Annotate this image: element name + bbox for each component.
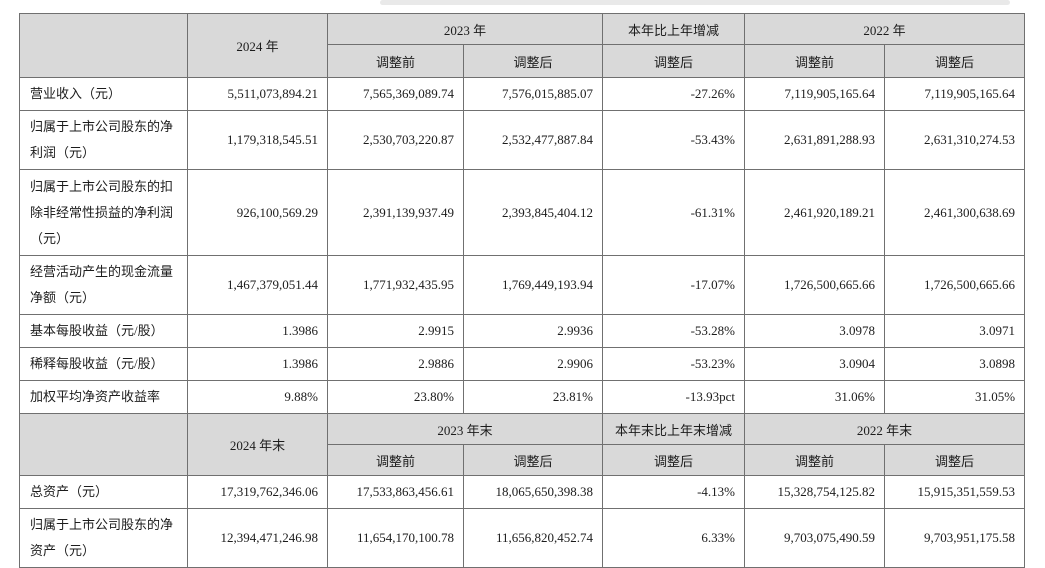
value-2022-post: 1,726,500,665.66	[884, 255, 1026, 315]
section1-header-year-2022: 2022 年	[744, 13, 1026, 45]
section1-header-year-2024: 2024 年	[187, 13, 328, 78]
value-2022-pre: 3.0904	[744, 347, 886, 381]
row-label: 基本每股收益（元/股）	[19, 314, 188, 348]
section1-subheader-change-post: 调整后	[602, 44, 746, 78]
value-2022-post: 9,703,951,175.58	[884, 508, 1026, 568]
section2-header-row-1: 2024 年末 2023 年末 本年末比上年末增减 2022 年末	[19, 413, 1026, 476]
row-label: 稀释每股收益（元/股）	[19, 347, 188, 381]
table-row-revenue: 营业收入（元） 5,511,073,894.21 7,565,369,089.7…	[19, 77, 1026, 111]
value-2022-post: 7,119,905,165.64	[884, 77, 1026, 111]
row-label: 归属于上市公司股东的净利润（元）	[19, 110, 188, 170]
section2-header-change: 本年末比上年末增减	[602, 413, 746, 445]
value-2023-pre: 11,654,170,100.78	[327, 508, 464, 568]
value-2022-post: 2,461,300,638.69	[884, 169, 1026, 256]
value-2024: 5,511,073,894.21	[187, 77, 328, 111]
section1-header-row-1: 2024 年 2023 年 本年比上年增减 2022 年	[19, 13, 1026, 78]
value-2022-pre: 9,703,075,490.59	[744, 508, 886, 568]
section1-header-row-2: 调整前 调整后 调整后 调整前 调整后	[20, 44, 1026, 78]
value-2022-pre: 31.06%	[744, 380, 886, 414]
table-row-diluted-eps: 稀释每股收益（元/股） 1.3986 2.9886 2.9906 -53.23%…	[19, 347, 1026, 381]
value-2022-pre: 2,631,891,288.93	[744, 110, 886, 170]
value-2023-pre: 2.9886	[327, 347, 464, 381]
section1-header-year-2023: 2023 年	[326, 13, 604, 45]
value-change: -53.28%	[602, 314, 746, 348]
top-divider-strip	[380, 0, 1010, 5]
row-label: 经营活动产生的现金流量净额（元）	[19, 255, 188, 315]
value-2022-post: 3.0971	[884, 314, 1026, 348]
value-2022-pre: 15,328,754,125.82	[744, 475, 886, 509]
value-2024: 1.3986	[187, 314, 328, 348]
value-change: -61.31%	[602, 169, 746, 256]
value-2022-post: 15,915,351,559.53	[884, 475, 1026, 509]
table-row-total-assets: 总资产（元） 17,319,762,346.06 17,533,863,456.…	[19, 475, 1026, 509]
value-2023-pre: 7,565,369,089.74	[327, 77, 464, 111]
value-2023-post: 2,532,477,887.84	[462, 110, 604, 170]
table-row-net-assets: 归属于上市公司股东的净资产（元） 12,394,471,246.98 11,65…	[19, 508, 1026, 568]
value-2023-post: 7,576,015,885.07	[462, 77, 604, 111]
value-2022-post: 31.05%	[884, 380, 1026, 414]
section2-header-year-2024-end: 2024 年末	[187, 413, 328, 476]
value-2023-post: 23.81%	[462, 380, 604, 414]
section2-header-year-2022-end: 2022 年末	[744, 413, 1026, 445]
value-2023-post: 2.9936	[462, 314, 604, 348]
value-2023-pre: 2,391,139,937.49	[327, 169, 464, 256]
section2-header-empty-cell	[19, 413, 188, 476]
value-2023-pre: 1,771,932,435.95	[327, 255, 464, 315]
section2-subheader-2022-pre: 调整前	[744, 444, 886, 476]
section2-subheader-2023-pre: 调整前	[327, 444, 464, 476]
value-change: -53.43%	[602, 110, 746, 170]
section2-header-row-2: 调整前 调整后 调整后 调整前 调整后	[20, 444, 1026, 476]
section1-subheader-2023-post: 调整后	[462, 44, 604, 78]
value-2022-post: 3.0898	[884, 347, 1026, 381]
table-row-net-profit: 归属于上市公司股东的净利润（元） 1,179,318,545.51 2,530,…	[19, 110, 1026, 170]
value-2022-post: 2,631,310,274.53	[884, 110, 1026, 170]
value-change: -17.07%	[602, 255, 746, 315]
table-row-net-profit-excl-nonrecurring: 归属于上市公司股东的扣除非经常性损益的净利润（元） 926,100,569.29…	[19, 169, 1026, 256]
value-2023-pre: 17,533,863,456.61	[327, 475, 464, 509]
row-label: 归属于上市公司股东的净资产（元）	[19, 508, 188, 568]
row-label: 营业收入（元）	[19, 77, 188, 111]
value-2023-pre: 2.9915	[327, 314, 464, 348]
section1-subheader-2022-pre: 调整前	[744, 44, 886, 78]
table-row-weighted-avg-roe: 加权平均净资产收益率 9.88% 23.80% 23.81% -13.93pct…	[19, 380, 1026, 414]
section2-subheader-2022-post: 调整后	[884, 444, 1026, 476]
value-2024: 1,467,379,051.44	[187, 255, 328, 315]
value-2024: 926,100,569.29	[187, 169, 328, 256]
value-2024: 1.3986	[187, 347, 328, 381]
table-row-operating-cash-flow: 经营活动产生的现金流量净额（元） 1,467,379,051.44 1,771,…	[19, 255, 1026, 315]
value-2024: 12,394,471,246.98	[187, 508, 328, 568]
value-change: -13.93pct	[602, 380, 746, 414]
financial-summary-table: 2024 年 2023 年 本年比上年增减 2022 年 调整前 调整后 调整后…	[19, 13, 1026, 568]
section2-header-year-2023-end: 2023 年末	[326, 413, 604, 445]
value-change: -4.13%	[602, 475, 746, 509]
section1-subheader-2022-post: 调整后	[884, 44, 1026, 78]
section1-subheader-2023-pre: 调整前	[327, 44, 464, 78]
row-label: 归属于上市公司股东的扣除非经常性损益的净利润（元）	[19, 169, 188, 256]
table-row-basic-eps: 基本每股收益（元/股） 1.3986 2.9915 2.9936 -53.28%…	[19, 314, 1026, 348]
value-2022-pre: 3.0978	[744, 314, 886, 348]
value-2024: 17,319,762,346.06	[187, 475, 328, 509]
value-2023-post: 1,769,449,193.94	[462, 255, 604, 315]
value-change: -27.26%	[602, 77, 746, 111]
section2-subheader-2023-post: 调整后	[462, 444, 604, 476]
section2-subheader-change-post: 调整后	[602, 444, 746, 476]
value-2022-pre: 1,726,500,665.66	[744, 255, 886, 315]
section1-header-change: 本年比上年增减	[602, 13, 746, 45]
value-2023-pre: 2,530,703,220.87	[327, 110, 464, 170]
value-change: -53.23%	[602, 347, 746, 381]
value-2023-post: 18,065,650,398.38	[462, 475, 604, 509]
value-2023-post: 11,656,820,452.74	[462, 508, 604, 568]
row-label: 加权平均净资产收益率	[19, 380, 188, 414]
value-2022-pre: 7,119,905,165.64	[744, 77, 886, 111]
value-2024: 9.88%	[187, 380, 328, 414]
value-change: 6.33%	[602, 508, 746, 568]
value-2022-pre: 2,461,920,189.21	[744, 169, 886, 256]
value-2023-pre: 23.80%	[327, 380, 464, 414]
value-2023-post: 2,393,845,404.12	[462, 169, 604, 256]
value-2023-post: 2.9906	[462, 347, 604, 381]
section1-header-empty-cell	[19, 13, 188, 78]
row-label: 总资产（元）	[19, 475, 188, 509]
value-2024: 1,179,318,545.51	[187, 110, 328, 170]
